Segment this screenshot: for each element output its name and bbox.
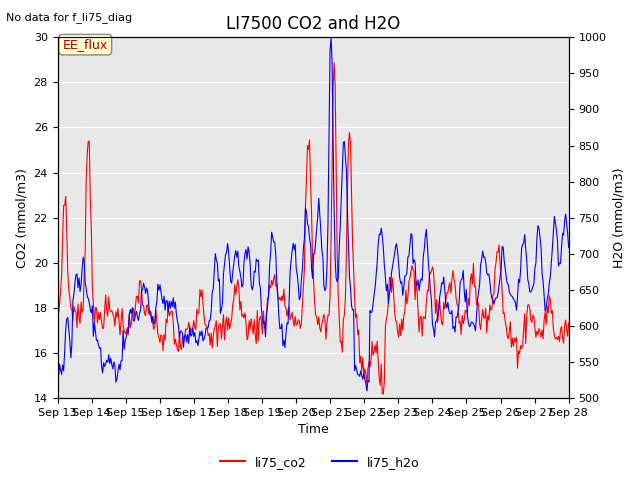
Y-axis label: H2O (mmol/m3): H2O (mmol/m3) <box>612 168 625 268</box>
X-axis label: Time: Time <box>298 423 328 436</box>
Legend: li75_co2, li75_h2o: li75_co2, li75_h2o <box>215 451 425 474</box>
Title: LI7500 CO2 and H2O: LI7500 CO2 and H2O <box>226 15 400 33</box>
Text: EE_flux: EE_flux <box>63 38 108 51</box>
Y-axis label: CO2 (mmol/m3): CO2 (mmol/m3) <box>15 168 28 267</box>
Text: No data for f_li75_diag: No data for f_li75_diag <box>6 12 132 23</box>
